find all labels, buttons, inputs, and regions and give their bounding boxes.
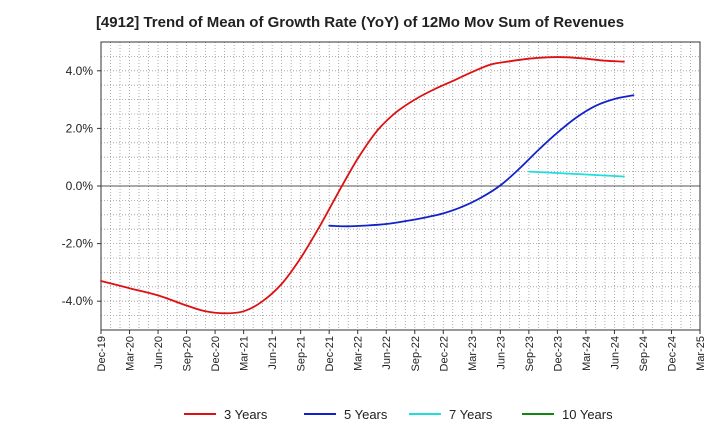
x-tick-label: Mar-22 <box>353 336 365 371</box>
legend-label-7-years: 7 Years <box>449 407 493 422</box>
x-tick-label: Mar-25 <box>695 336 707 371</box>
x-tick-label: Jun-21 <box>267 336 279 370</box>
tick-labels: 4.0% 2.0% 0.0% -2.0% -4.0% Dec-19 Mar-20 Jun-20… <box>62 64 707 372</box>
x-tick-label: Mar-20 <box>125 336 137 371</box>
x-tick-label: Mar-21 <box>239 336 251 371</box>
y-tick-label: -2.0% <box>62 237 94 251</box>
x-tick-label: Mar-23 <box>467 336 479 371</box>
x-tick-label: Dec-23 <box>552 336 564 371</box>
x-tick-label: Jun-23 <box>495 336 507 370</box>
x-tick-label: Sep-20 <box>182 336 194 371</box>
x-tick-label: Sep-24 <box>638 336 650 371</box>
series-line-7-years <box>528 170 625 178</box>
legend-label-10-years: 10 Years <box>562 407 613 422</box>
legend: 3 Years 5 Years 7 Years 10 Years <box>184 407 613 422</box>
legend-label-5-years: 5 Years <box>344 407 388 422</box>
x-tick-label: Sep-21 <box>296 336 308 371</box>
axes <box>97 41 701 334</box>
series-line-3-years <box>100 56 625 315</box>
chart-title: [4912] Trend of Mean of Growth Rate (YoY… <box>95 14 625 31</box>
x-tick-label: Dec-19 <box>96 336 108 371</box>
x-tick-label: Dec-20 <box>210 336 222 371</box>
grid <box>101 42 700 330</box>
x-tick-label: Dec-22 <box>438 336 450 371</box>
series-lines <box>100 56 635 315</box>
x-tick-label: Jun-24 <box>609 336 621 370</box>
y-tick-label: 4.0% <box>66 64 94 78</box>
x-tick-label: Dec-24 <box>666 336 678 371</box>
series-line-5-years <box>328 94 635 228</box>
y-tick-label: 0.0% <box>66 179 94 193</box>
x-tick-label: Mar-24 <box>581 336 593 371</box>
x-tick-label: Dec-21 <box>324 336 336 371</box>
x-tick-label: Sep-23 <box>524 336 536 371</box>
y-tick-label: 2.0% <box>66 121 94 135</box>
legend-label-3-years: 3 Years <box>224 407 268 422</box>
x-tick-label: Jun-22 <box>381 336 393 370</box>
y-tick-label: -4.0% <box>62 294 94 308</box>
x-tick-label: Jun-20 <box>153 336 165 370</box>
x-tick-label: Sep-22 <box>410 336 422 371</box>
